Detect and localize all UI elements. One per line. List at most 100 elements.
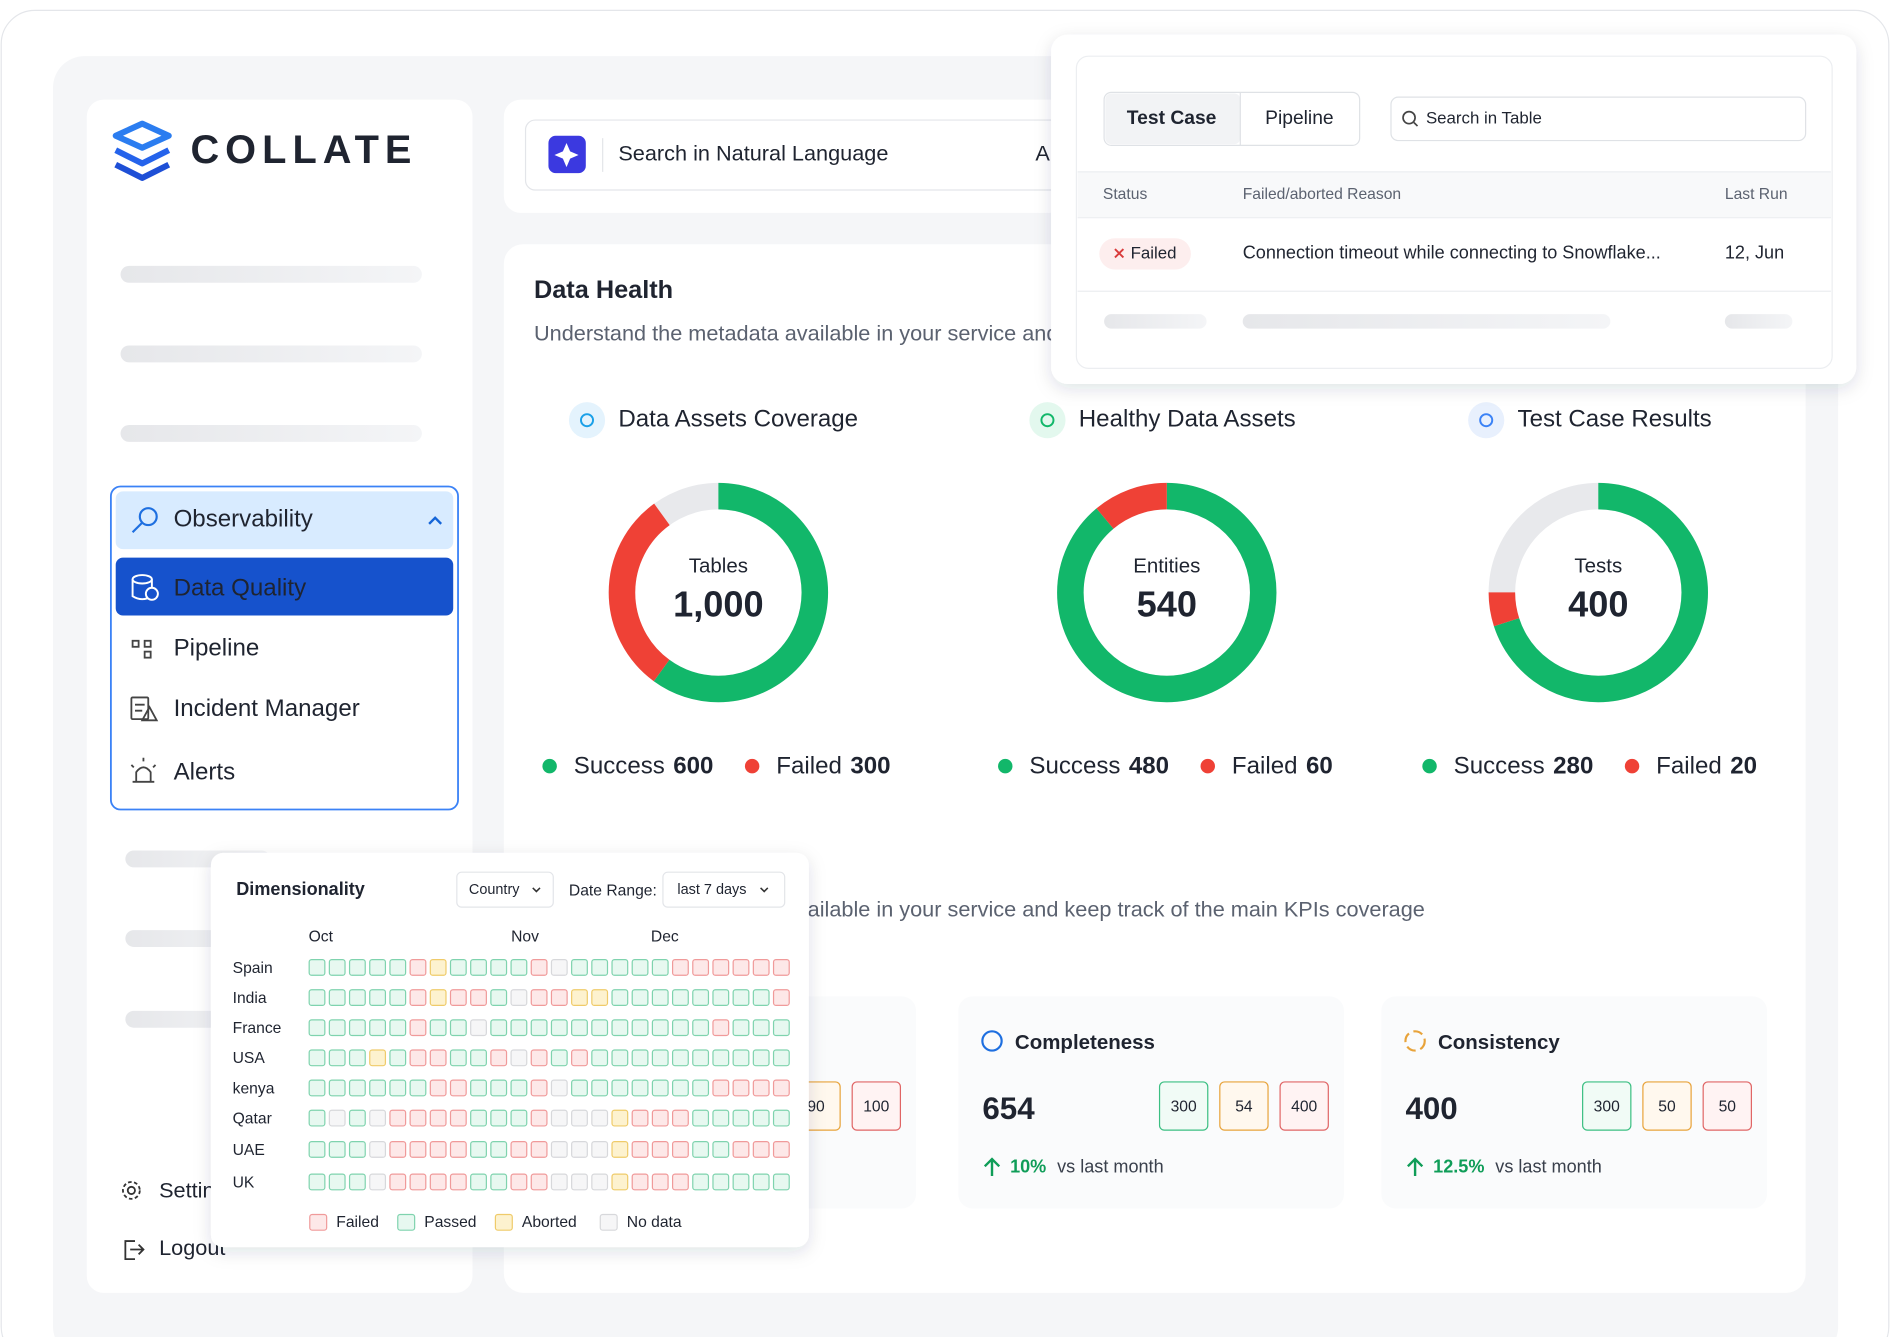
heat-cell [530,1049,548,1067]
row-label: Spain [233,960,273,977]
heat-cell [752,1079,770,1097]
heat-cell [772,1109,790,1127]
heat-cell [732,1049,750,1067]
section-title: Data Health [534,276,673,304]
heat-cell [449,1109,467,1127]
heat-cell [429,1173,447,1191]
legend-entry: Success 280 [1454,753,1594,780]
legend-value: 20 [1730,753,1757,780]
month-label: Nov [511,928,539,945]
donut-arc [1488,482,1708,703]
heat-cell [550,1141,568,1158]
tab-active[interactable] [1105,93,1241,145]
heat-cell [449,1019,467,1037]
tab[interactable]: Test Case [1127,108,1217,129]
heat-cell [490,1079,508,1097]
legend-label: Success [1454,753,1545,780]
row-label: UK [233,1174,255,1191]
dropdown[interactable] [662,871,786,908]
heat-cell [571,989,588,1006]
heat-cell [752,1173,770,1191]
heat-cell [631,1173,649,1191]
donut-total: 540 [1137,584,1197,625]
heat-cell [712,958,730,976]
heat-cell [671,1079,689,1097]
heat-cell [752,958,770,976]
heat-cell [591,1049,609,1067]
menu-group-label[interactable]: Observability [174,506,313,533]
heat-cell [510,1173,528,1191]
heat-cell [348,1079,366,1097]
kpi-badge [851,1081,902,1131]
heat-cell [490,989,508,1006]
table-search[interactable] [1390,96,1807,142]
dropdown-value[interactable]: last 7 days [677,882,746,898]
heat-cell [389,1019,407,1037]
tab[interactable]: Pipeline [1265,108,1334,129]
heat-cell [671,1141,689,1158]
search-placeholder[interactable]: Search in Natural Language [618,141,888,166]
heat-cell [429,1019,447,1037]
menu-item-active[interactable] [115,557,454,616]
legend-label: Failed [336,1214,379,1231]
pipeline-icon [131,639,152,659]
heat-cell [490,1049,508,1067]
heat-cell [369,1141,387,1158]
heat-cell [651,1109,669,1127]
donut-center-label: Tests [1574,555,1622,578]
kpi-change: 10% [1010,1156,1046,1176]
heat-cell [611,1173,629,1191]
heat-cell [752,989,770,1006]
heat-cell [409,1173,427,1191]
heat-cell [470,1019,487,1037]
legend-label: Aborted [522,1214,577,1231]
title-icon [568,402,606,439]
donut-arc [1488,482,1708,703]
heat-cell [671,1109,689,1127]
heat-cell [328,1109,346,1127]
heat-cell [328,1173,346,1191]
row-label: Qatar [233,1110,272,1127]
row-label: kenya [233,1080,275,1097]
kpi-icon [981,1030,1003,1052]
row-label: France [233,1020,282,1037]
heat-cell [429,1049,447,1067]
donut-center-label: Entities [1133,555,1200,578]
legend-dot [1624,758,1640,774]
kpi-compare: vs last month [1495,1156,1602,1176]
heat-cell [550,958,568,976]
kpi-badge-label: 54 [1235,1098,1253,1115]
legend-label: Success [1029,753,1120,780]
title-icon-dot [1479,413,1494,428]
heatmap: Oct Nov Dec Spain India France USA kenya Qatar UA… [233,928,790,1231]
search-placeholder[interactable]: Search in Table [1426,108,1542,127]
row-label: USA [233,1050,266,1067]
heat-cell [772,1141,790,1158]
kpi-badge [1702,1081,1752,1131]
legend-swatch [599,1213,618,1231]
menu-item[interactable]: Data Quality [174,574,307,601]
menu-item[interactable]: Pipeline [174,635,260,662]
legend-dot [1422,758,1437,774]
heat-cell [308,989,326,1006]
heat-cell [389,1079,407,1097]
heat-cell [510,958,528,976]
menu-group[interactable] [115,491,454,550]
reason: Connection timeout while connecting to S… [1243,243,1661,263]
menu-item[interactable]: Alerts [174,759,236,786]
heat-cell [510,1141,528,1158]
heat-cell [571,958,588,976]
menu-item[interactable]: Incident Manager [174,695,360,722]
heat-cell [732,1019,750,1037]
chevron [532,887,541,893]
heat-cell [772,1173,790,1191]
dropdown-value[interactable]: Country [469,882,520,898]
kpi-card [958,996,1344,1209]
month-label: Dec [651,928,679,945]
kpi-badge [1642,1081,1692,1131]
column-header: Last Run [1725,186,1788,203]
heat-cell [571,1049,588,1067]
dropdown[interactable] [456,871,554,908]
kpi-title: Consistency [1438,1031,1560,1054]
